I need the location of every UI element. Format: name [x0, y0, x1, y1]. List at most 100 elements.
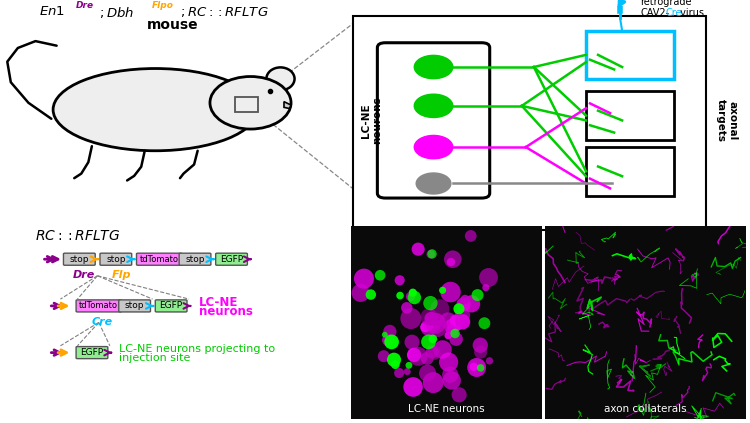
Circle shape — [394, 368, 404, 378]
Text: LC-NE neurons projecting to: LC-NE neurons projecting to — [119, 344, 275, 354]
Circle shape — [430, 299, 449, 319]
Circle shape — [472, 289, 484, 301]
Polygon shape — [284, 102, 291, 109]
Circle shape — [463, 295, 480, 313]
Text: stop: stop — [106, 255, 125, 264]
Text: axonal
targets: axonal targets — [716, 99, 737, 142]
Circle shape — [423, 321, 433, 331]
Circle shape — [210, 77, 291, 129]
Circle shape — [427, 346, 441, 360]
Circle shape — [478, 317, 490, 329]
Circle shape — [440, 282, 460, 302]
Circle shape — [383, 325, 397, 338]
Bar — [235, 97, 257, 112]
Text: $\mathit{; Dbh}$: $\mathit{; Dbh}$ — [99, 5, 134, 19]
Circle shape — [391, 360, 400, 369]
Circle shape — [477, 364, 484, 372]
Bar — [586, 30, 674, 79]
Circle shape — [450, 329, 460, 338]
Circle shape — [439, 287, 446, 294]
Circle shape — [352, 284, 370, 302]
Bar — [586, 91, 674, 140]
Circle shape — [382, 334, 394, 346]
Text: LC-NE: LC-NE — [200, 296, 238, 309]
Circle shape — [384, 335, 399, 349]
Circle shape — [447, 258, 455, 266]
Text: neurons: neurons — [200, 305, 254, 318]
Text: Flp: Flp — [112, 270, 132, 280]
Circle shape — [423, 372, 443, 393]
Circle shape — [354, 269, 374, 289]
Circle shape — [427, 249, 436, 258]
FancyBboxPatch shape — [100, 253, 132, 265]
Circle shape — [444, 250, 461, 268]
Circle shape — [424, 312, 438, 326]
Circle shape — [366, 289, 376, 300]
FancyBboxPatch shape — [76, 300, 122, 312]
Text: injection site: injection site — [119, 353, 190, 363]
FancyBboxPatch shape — [76, 346, 108, 359]
Text: virus: virus — [677, 8, 704, 18]
Text: stop: stop — [70, 255, 89, 264]
Circle shape — [421, 352, 434, 365]
Circle shape — [455, 314, 470, 330]
Text: tdTomato: tdTomato — [80, 302, 118, 310]
FancyBboxPatch shape — [118, 300, 151, 312]
Circle shape — [406, 362, 412, 369]
Circle shape — [401, 302, 412, 313]
Text: Flpo: Flpo — [152, 1, 174, 10]
Text: Dre: Dre — [76, 1, 94, 10]
Circle shape — [420, 322, 430, 332]
Circle shape — [422, 335, 436, 349]
Circle shape — [412, 242, 424, 256]
Circle shape — [404, 377, 423, 397]
Circle shape — [452, 387, 466, 402]
Circle shape — [414, 55, 453, 79]
Circle shape — [479, 268, 498, 287]
Circle shape — [460, 295, 470, 304]
Circle shape — [444, 319, 459, 334]
Circle shape — [428, 319, 441, 331]
FancyBboxPatch shape — [179, 253, 211, 265]
Circle shape — [375, 270, 386, 280]
Circle shape — [455, 308, 470, 323]
Circle shape — [404, 335, 419, 350]
Text: EGFP: EGFP — [80, 348, 104, 357]
Circle shape — [433, 340, 451, 359]
Circle shape — [425, 313, 445, 334]
Text: CAV2-: CAV2- — [640, 8, 669, 18]
Circle shape — [407, 348, 422, 362]
Circle shape — [427, 316, 447, 337]
Circle shape — [396, 292, 404, 299]
Bar — [586, 147, 674, 195]
FancyBboxPatch shape — [136, 253, 182, 265]
Circle shape — [387, 353, 401, 367]
Circle shape — [409, 347, 428, 366]
Circle shape — [457, 297, 470, 311]
Text: LC-NE neurons: LC-NE neurons — [408, 404, 485, 414]
Ellipse shape — [266, 67, 295, 90]
Circle shape — [446, 325, 458, 337]
Circle shape — [442, 371, 461, 390]
Circle shape — [467, 358, 486, 377]
Text: mouse: mouse — [147, 18, 199, 32]
Circle shape — [414, 135, 453, 159]
Text: stop: stop — [124, 302, 144, 310]
Circle shape — [472, 338, 488, 353]
Circle shape — [419, 365, 436, 382]
Circle shape — [394, 275, 405, 286]
Text: $\mathit{; RC::RFLTG}$: $\mathit{; RC::RFLTG}$ — [180, 5, 268, 19]
Circle shape — [409, 288, 417, 297]
Text: Cre: Cre — [92, 316, 113, 327]
Circle shape — [378, 350, 390, 362]
Circle shape — [428, 335, 437, 343]
FancyBboxPatch shape — [377, 43, 490, 198]
Circle shape — [400, 308, 422, 329]
Text: tdTomato: tdTomato — [140, 255, 178, 264]
Circle shape — [421, 308, 438, 326]
Text: $\mathit{RC::RFLTG}$: $\mathit{RC::RFLTG}$ — [34, 229, 120, 243]
Text: axon collaterals: axon collaterals — [604, 404, 686, 414]
Circle shape — [426, 345, 439, 358]
Circle shape — [427, 250, 435, 258]
Circle shape — [474, 346, 488, 359]
